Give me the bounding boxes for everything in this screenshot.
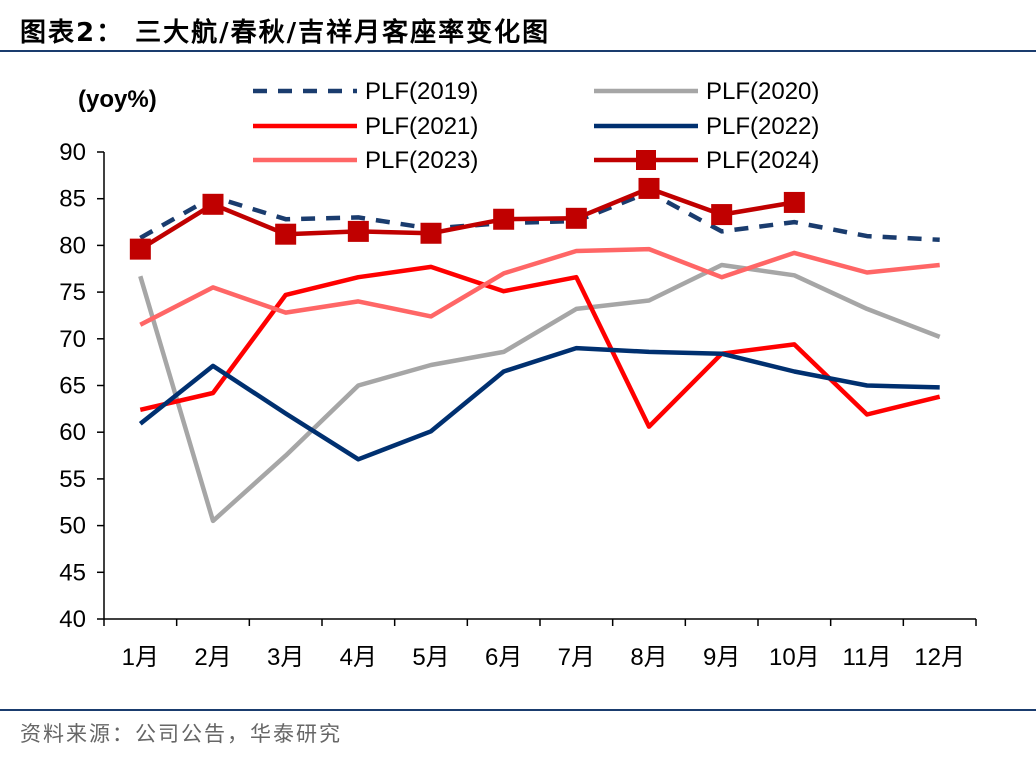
data-point-marker — [565, 207, 587, 229]
x-tick-label: 8月 — [630, 644, 667, 671]
x-tick-label: 3月 — [267, 644, 304, 671]
x-tick-label: 5月 — [412, 644, 449, 671]
data-point-marker — [202, 193, 224, 215]
legend-label: PLF(2021) — [365, 113, 478, 140]
series-plf-2021 — [139, 264, 941, 429]
x-tick-label: 1月 — [122, 644, 159, 671]
data-point-marker — [493, 208, 515, 230]
y-tick-label: 80 — [59, 232, 86, 259]
data-point-marker — [275, 223, 297, 245]
series-plf-2019 — [139, 189, 940, 243]
x-tick-label: 12月 — [914, 644, 965, 671]
y-tick-label: 75 — [59, 279, 86, 306]
series-plf-2024 — [129, 177, 805, 260]
legend-label: PLF(2023) — [365, 147, 478, 174]
y-axis-label: (yoy%) — [78, 86, 157, 113]
data-point-marker — [347, 220, 369, 242]
x-tick-label: 6月 — [485, 644, 522, 671]
series-line — [138, 262, 941, 524]
legend-label: PLF(2019) — [365, 78, 478, 105]
data-point-marker — [783, 191, 805, 213]
legend-item: PLF(2023) — [253, 147, 478, 174]
y-tick-label: 60 — [59, 419, 86, 446]
figure-title: 图表2： 三大航/春秋/吉祥月客座率变化图 — [20, 18, 551, 48]
series-layer — [129, 177, 941, 524]
series-line — [139, 189, 940, 243]
y-tick-label: 45 — [59, 559, 86, 586]
chart-legend: PLF(2019) PLF(2020) PLF(2021) PLF(2022) PLF(… — [253, 78, 819, 174]
legend-label: PLF(2020) — [706, 78, 819, 105]
y-tick-label: 40 — [59, 606, 86, 633]
series-plf-2020 — [138, 262, 941, 524]
data-point-marker — [711, 204, 733, 226]
y-tick-label: 65 — [59, 373, 86, 400]
x-tick-label: 10月 — [769, 644, 820, 671]
series-plf-2023 — [139, 246, 940, 327]
legend-item: PLF(2020) — [594, 78, 819, 105]
x-tick-label: 2月 — [194, 644, 231, 671]
y-tick-label: 85 — [59, 186, 86, 213]
x-tick-label: 4月 — [340, 644, 377, 671]
footer-divider — [0, 709, 1036, 711]
title-divider — [0, 50, 1036, 52]
x-tick-label: 11月 — [843, 644, 892, 671]
x-tick-label: 9月 — [703, 644, 740, 671]
source-note: 资料来源：公司公告，华泰研究 — [20, 722, 342, 746]
series-line — [138, 345, 940, 462]
legend-item: PLF(2021) — [253, 113, 478, 140]
y-tick-label: 50 — [59, 513, 86, 540]
x-tick-label: 7月 — [558, 644, 595, 671]
series-line — [139, 246, 940, 327]
y-tick-label: 70 — [59, 326, 86, 353]
legend-label: PLF(2024) — [706, 147, 819, 174]
legend-label: PLF(2022) — [706, 113, 819, 140]
legend-item: PLF(2019) — [253, 78, 478, 105]
chart-axes: 40 45 50 55 60 65 70 75 80 85 90 1月 2月 3月 4月 5月 6月 7月 8月 9月… — [59, 139, 977, 671]
data-point-marker — [420, 222, 442, 244]
data-point-marker — [129, 238, 151, 260]
series-line — [139, 264, 941, 429]
series-plf-2022 — [138, 345, 940, 462]
legend-item: PLF(2022) — [594, 113, 819, 140]
y-tick-label: 90 — [59, 139, 86, 166]
legend-item: PLF(2024) — [594, 147, 819, 174]
series-line — [139, 186, 795, 252]
y-tick-label: 55 — [59, 466, 86, 493]
data-point-marker — [638, 177, 660, 199]
legend-marker — [636, 150, 656, 170]
